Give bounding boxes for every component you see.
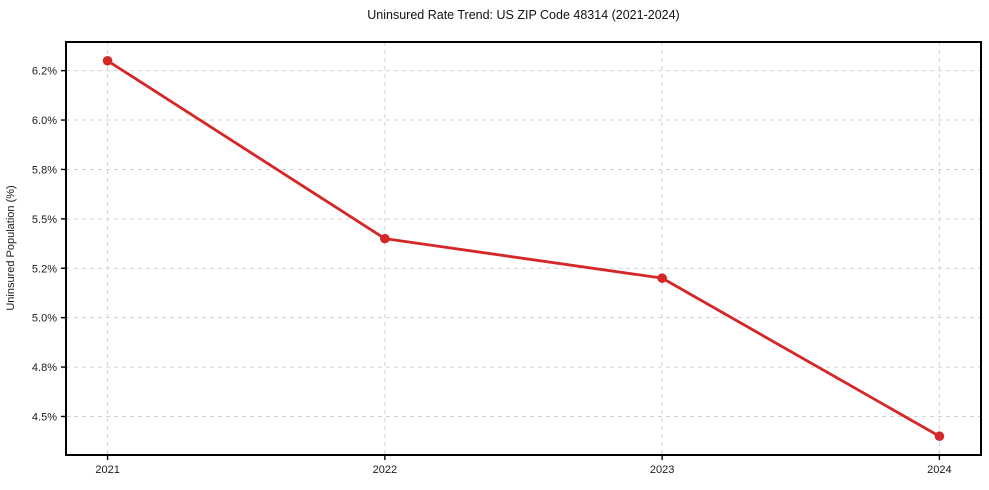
- data-point-2021: [102, 55, 113, 66]
- y-tick-label: 4.5%: [32, 411, 57, 423]
- trend-line: [106, 59, 941, 438]
- x-tick-label: 2023: [650, 464, 674, 476]
- grid: [66, 42, 981, 455]
- data-point-2022: [380, 233, 390, 244]
- y-tick-label: 5.0%: [32, 313, 57, 325]
- y-tick-label: 4.8%: [32, 362, 57, 374]
- axis-tick-labels: 4.5% 4.8% 5.0% 5.2% 5.5% 5.8% 6.0% 6.2% 2021 2022…: [32, 66, 952, 476]
- y-tick-label: 5.8%: [32, 164, 57, 176]
- y-tick-label: 6.2%: [32, 66, 57, 78]
- data-point-2023: [657, 273, 667, 283]
- x-tick-label: 2022: [373, 464, 397, 476]
- data-series: [102, 55, 945, 442]
- y-tick-label: 6.0%: [32, 115, 57, 127]
- x-tick-label: 2021: [95, 464, 119, 476]
- y-axis-title: Uninsured Population (%): [5, 185, 17, 310]
- y-tick-label: 5.5%: [32, 214, 57, 226]
- data-point-2024: [934, 431, 945, 442]
- y-tick-label: 5.2%: [32, 263, 57, 275]
- chart-title: Uninsured Rate Trend: US ZIP Code 48314 …: [367, 8, 680, 22]
- plot-border: [65, 41, 982, 456]
- axis-ticks: [61, 69, 941, 460]
- x-tick-label: 2024: [927, 464, 951, 476]
